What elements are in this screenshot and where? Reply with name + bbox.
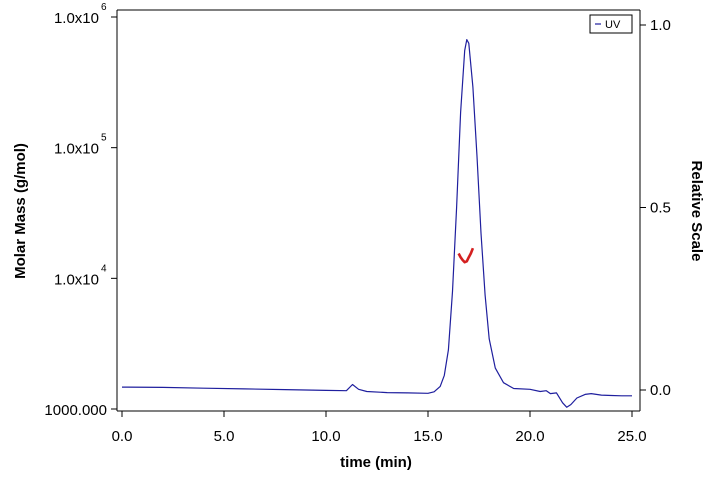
y-left-tick-label: 1.0x10 xyxy=(54,271,99,288)
molar-mass-series-line xyxy=(457,247,475,264)
y-right-tick-label: 0.5 xyxy=(650,200,671,217)
x-tick-label: 20.0 xyxy=(515,428,544,445)
y-left-tick-label: 1000.000 xyxy=(44,402,107,419)
y-left-tick-exponent: 6 xyxy=(101,2,107,13)
uv-series-line xyxy=(121,38,632,408)
plot-frame xyxy=(116,9,641,412)
y-right-tick-label: 1.0 xyxy=(650,17,671,34)
x-tick-label: 15.0 xyxy=(413,428,442,445)
y-right-tick-label: 0.0 xyxy=(650,382,671,399)
legend: UV xyxy=(589,14,633,34)
y-left-tick-exponent: 4 xyxy=(101,263,107,274)
legend-box xyxy=(589,14,633,34)
series-layer xyxy=(121,38,632,408)
y-left-tick-label: 1.0x10 xyxy=(54,10,99,27)
x-tick-label: 10.0 xyxy=(311,428,340,445)
x-tick-label: 0.0 xyxy=(112,428,133,445)
x-tick-label: 25.0 xyxy=(617,428,646,445)
y-right-axis-title: Relative Scale xyxy=(688,161,705,262)
y-left-tick-label: 1.0x10 xyxy=(54,141,99,158)
legend-label-uv: UV xyxy=(605,19,621,31)
x-tick-label: 5.0 xyxy=(214,428,235,445)
x-axis-ticks: 0.0 5.0 10.0 15.0 20.0 25.0 xyxy=(112,411,647,445)
y-right-axis-ticks: 1.0 0.5 0.0 xyxy=(640,17,671,399)
y-left-tick-exponent: 5 xyxy=(101,133,107,144)
x-axis-title: time (min) xyxy=(340,454,412,471)
y-left-axis-title: Molar Mass (g/mol) xyxy=(12,143,29,279)
